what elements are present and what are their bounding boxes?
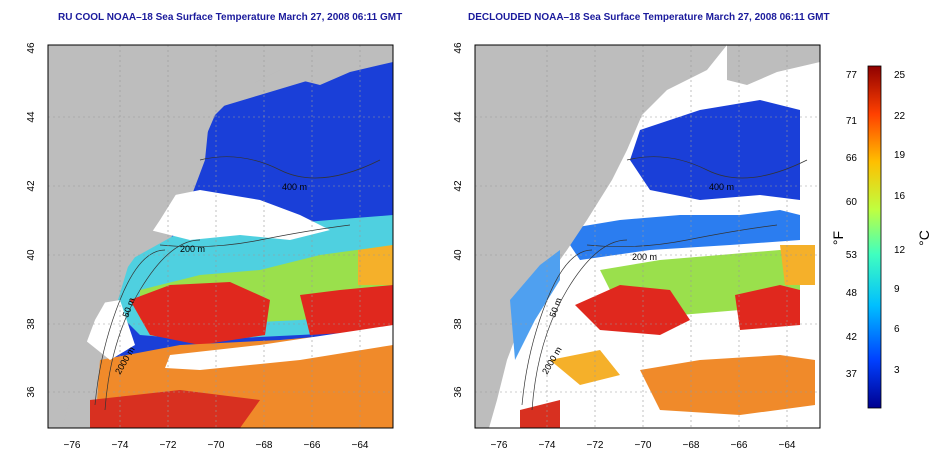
celsius-tick: 25 <box>894 70 906 81</box>
lon-tick: −74 <box>112 440 129 451</box>
lon-tick: −70 <box>208 440 225 451</box>
contour-label-200m: 200 m <box>180 244 205 254</box>
celsius-tick: 22 <box>894 111 906 122</box>
lat-tick: 46 <box>453 42 464 54</box>
lat-tick: 38 <box>26 318 37 330</box>
lat-tick: 46 <box>26 42 37 54</box>
lon-tick: −72 <box>160 440 177 451</box>
contour-line <box>586 224 778 248</box>
contour-label-400m: 400 m <box>709 182 734 192</box>
lat-tick: 36 <box>26 386 37 398</box>
lat-tick: 42 <box>453 180 464 192</box>
celsius-tick: 12 <box>894 245 906 256</box>
coastal-water-region <box>510 250 560 360</box>
contour-label-200m: 200 m <box>632 252 657 262</box>
fahrenheit-unit: °F <box>830 231 846 245</box>
contour-label-400m: 400 m <box>282 182 307 192</box>
warm-eddy-region <box>735 285 800 330</box>
fahrenheit-tick: 66 <box>846 153 858 164</box>
cloud-patch <box>165 325 393 370</box>
lat-tick: 42 <box>26 180 37 192</box>
celsius-tick: 3 <box>894 365 900 376</box>
colorbar: 77 71 66 60 53 48 42 37 25 22 19 16 12 9… <box>830 65 932 409</box>
coastline-land <box>48 45 300 428</box>
right-map-frame <box>474 44 821 429</box>
lat-tick: 44 <box>26 111 37 123</box>
lon-tick: −68 <box>683 440 700 451</box>
right-panel-title: DECLOUDED NOAA–18 Sea Surface Temperatur… <box>468 12 830 23</box>
right-lon-axis: −76 −74 −72 −70 −68 −66 −64 <box>491 440 796 451</box>
left-map-frame <box>47 44 394 429</box>
lat-tick: 40 <box>26 249 37 261</box>
colorbar-scale <box>867 65 882 409</box>
lon-tick: −68 <box>256 440 273 451</box>
coastline-land <box>475 45 727 428</box>
fahrenheit-tick: 77 <box>846 70 858 81</box>
celsius-tick: 6 <box>894 324 900 335</box>
left-panel-title: RU COOL NOAA–18 Sea Surface Temperature … <box>58 12 402 23</box>
contour-line <box>159 224 351 248</box>
contour-line <box>104 239 201 411</box>
nova-scotia-land <box>727 45 820 85</box>
southern-hot-region <box>520 400 560 428</box>
lat-tick: 38 <box>453 318 464 330</box>
warm-core-ring <box>358 245 393 285</box>
lon-tick: −76 <box>64 440 81 451</box>
southern-warm-patch <box>550 350 620 385</box>
lat-tick: 36 <box>453 386 464 398</box>
lon-tick: −72 <box>587 440 604 451</box>
gulf-stream-warm-region <box>130 282 270 345</box>
lat-tick: 44 <box>453 111 464 123</box>
left-map <box>48 45 393 428</box>
right-lat-axis: 46 44 42 40 38 36 <box>453 42 464 398</box>
contour-line <box>199 156 381 179</box>
left-lon-axis: −76 −74 −72 −70 −68 −66 −64 <box>64 440 369 451</box>
cool-water-region <box>560 210 800 260</box>
lon-tick: −70 <box>635 440 652 451</box>
fahrenheit-tick: 60 <box>846 197 858 208</box>
gulf-stream-warm-region <box>575 285 690 335</box>
warm-core-ring <box>780 245 815 285</box>
lon-tick: −66 <box>731 440 748 451</box>
lon-tick: −74 <box>539 440 556 451</box>
left-map-grid <box>48 45 393 428</box>
fahrenheit-tick: 53 <box>846 250 858 261</box>
contour-line <box>626 156 808 179</box>
fahrenheit-tick: 37 <box>846 369 858 380</box>
contour-line <box>531 239 628 411</box>
celsius-tick: 19 <box>894 150 906 161</box>
right-map <box>475 45 820 428</box>
lon-tick: −64 <box>779 440 796 451</box>
warm-eddy-region <box>300 285 393 335</box>
nova-scotia-land <box>300 45 393 85</box>
celsius-unit: °C <box>916 230 932 246</box>
lat-tick: 40 <box>453 249 464 261</box>
lon-tick: −66 <box>304 440 321 451</box>
lon-tick: −76 <box>491 440 508 451</box>
cloud-patch <box>150 190 330 240</box>
celsius-tick: 9 <box>894 284 900 295</box>
fahrenheit-tick: 42 <box>846 332 858 343</box>
southern-hot-region <box>90 390 260 428</box>
left-lat-axis: 46 44 42 40 38 36 <box>26 42 37 398</box>
fahrenheit-tick: 71 <box>846 116 858 127</box>
right-map-grid <box>475 45 820 428</box>
celsius-tick: 16 <box>894 191 906 202</box>
cold-water-region <box>630 100 800 200</box>
lon-tick: −64 <box>352 440 369 451</box>
southern-warm-region <box>640 355 815 415</box>
fahrenheit-tick: 48 <box>846 288 858 299</box>
